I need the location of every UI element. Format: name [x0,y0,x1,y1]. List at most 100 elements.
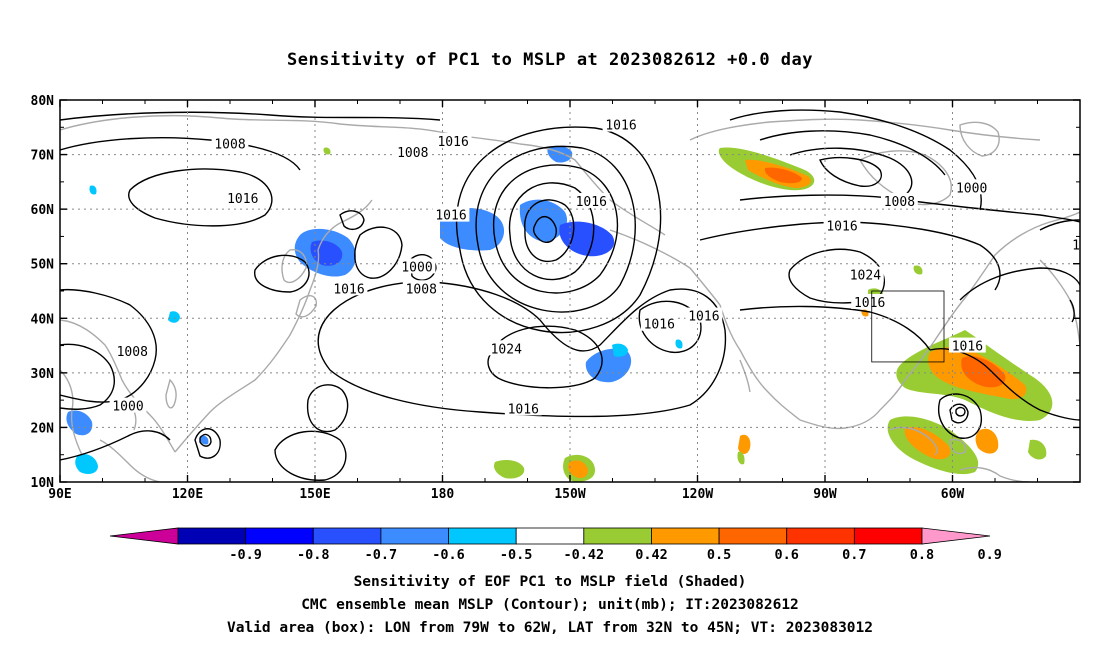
shade-blob [585,348,632,383]
colorbar-swatch [380,527,449,545]
shade-blob [199,435,209,445]
lon-tick-label: 150E [299,487,330,502]
caption-line-3: Valid area (box): LON from 79W to 62W, L… [226,620,873,636]
caption-line-1: Sensitivity of EOF PC1 to MSLP field (Sh… [353,574,747,590]
colorbar: -0.9 -0.8 -0.7 -0.6 -0.5 -0.42 0.42 0.5 0.6 0.7 0.… [109,527,1002,563]
lat-tick-label: 50N [31,258,55,273]
shade-blob [738,434,751,454]
contour-label-bg [851,293,889,309]
shade-blob [764,167,802,184]
lat-tick-label: 70N [31,149,55,164]
contour-label-bg [398,258,436,274]
contour-label: 1016 [508,402,539,417]
shade-blob [89,185,97,195]
shade-blob [737,451,745,465]
colorbar-swatch [786,527,855,545]
contour-label: 1016 [227,192,258,207]
contour-label: 1016 [688,310,719,325]
contour-label-bg [640,315,678,331]
contour-label-bg [330,280,368,296]
shade-blob [567,460,588,478]
colorbar-label: -0.5 [500,547,533,563]
sensitivity-shading [66,145,1053,482]
colorbar-label: 0.6 [775,547,799,563]
shade-blob [1028,439,1047,460]
shade-blob [975,428,999,454]
contour-label: 1008 [406,282,437,297]
shade-blob [168,311,180,323]
contour-label-bg [211,135,249,151]
shade-blob [612,343,628,357]
contour-label: 1008 [214,138,245,153]
shade-blob [519,199,568,242]
contour-label: 1024 [491,342,522,357]
lon-tick-label: 180 [431,487,455,502]
contour-label-bg [880,192,918,208]
shade-blob [75,454,98,474]
colorbar-label: 0.5 [707,547,731,563]
contour-label-bg [823,217,861,233]
contour-label: 1016 [576,195,607,210]
contour-label: 1008 [397,146,428,161]
contour-label-bg [113,343,151,359]
colorbar-swatch [448,527,517,545]
lon-tick-label: 90W [813,487,837,502]
contour-label-bg [572,192,610,208]
contour-label: 1016 [435,209,466,224]
contour-label: 1008 [884,195,915,210]
contour-label-bg [394,143,432,159]
contour-label-bg [487,340,525,356]
contour-label: 1000 [956,181,987,196]
colorbar-swatch [245,527,314,545]
shade-blob [494,460,525,479]
valid-area-box [871,290,945,363]
contour-label-bg [434,132,472,148]
colorbar-low-arrow [109,527,179,545]
colorbar-swatch [853,527,923,545]
colorbar-label: -0.7 [365,547,398,563]
contour-label: 1008 [117,345,148,360]
colorbar-swatch [651,527,720,545]
colorbar-swatch [312,527,382,545]
shade-blob [675,339,683,349]
colorbar-label: -0.8 [297,547,330,563]
contour-label: 1016 [437,135,468,150]
colorbar-label: 0.42 [635,547,668,563]
contour-label: 1000 [112,400,143,415]
contour-label-bg [504,400,542,416]
contour-label-bg [402,280,440,296]
lon-tick-label: 60W [941,487,965,502]
contour-label: 1000 [401,260,432,275]
shade-blob [961,356,1006,388]
lat-tick-label: 30N [31,367,55,382]
colorbar-swatch [515,527,585,545]
lat-tick-label: 60N [31,203,55,218]
contour-label: 1016 [605,119,636,134]
map-axes: 10N 20N 30N 40N 50N 60N 70N 80N 90E 120E 150E 180 15… [31,94,1080,502]
contour-label: 1016 [644,318,675,333]
lat-tick-label: 80N [31,94,55,109]
colorbar-high-arrow [921,527,991,545]
shade-blob [323,147,331,155]
contour-label: 1016 [854,296,885,311]
contour-label: 1016 [333,282,364,297]
contour-label-bg [602,116,640,132]
lon-tick-label: 120E [172,487,203,502]
contour-label: 10 [1072,239,1088,254]
contour-label-bg [109,397,147,413]
colorbar-label: 0.7 [842,547,866,563]
colorbar-label: 0.9 [977,547,1001,563]
lon-tick-label: 120W [682,487,713,502]
shade-blob [904,426,951,460]
contour-label: 1016 [826,220,857,235]
contour-labels: 1016 1016 1008 1008 1016 1016 1016 1000 1008 1016… [109,116,1088,417]
contour-label-bg [1069,236,1080,252]
contour-label-bg [224,190,262,206]
contour-label-bg [685,307,723,323]
lat-tick-label: 40N [31,312,55,327]
contour-label-bg [953,179,991,195]
main-title: Sensitivity of PC1 to MSLP at 2023082612… [286,50,813,70]
mslp-contours [60,109,1080,481]
caption-line-2: CMC ensemble mean MSLP (Contour); unit(m… [301,597,799,613]
